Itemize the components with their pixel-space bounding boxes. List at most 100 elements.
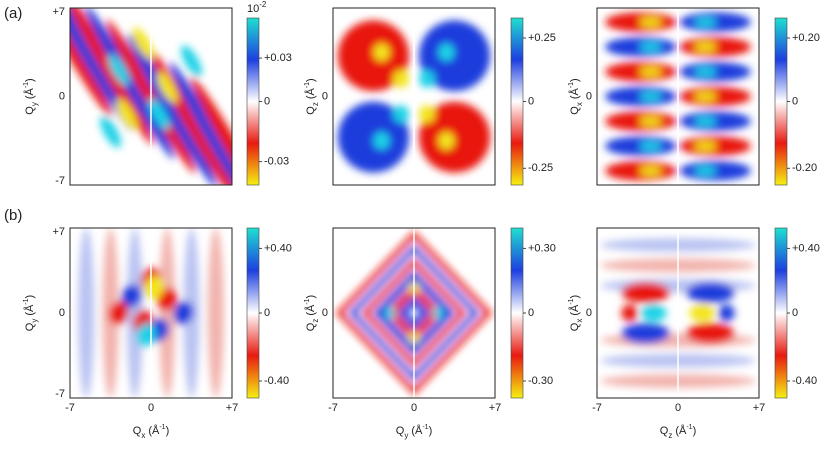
x-tick-label: -7 (592, 402, 602, 414)
colorbar (774, 17, 788, 186)
x-axis-label-part: (Å (411, 424, 423, 437)
panel-frame (69, 227, 233, 399)
x-axis-label-part: -1 (686, 424, 692, 431)
colorbar-tick-label: +0.40 (264, 242, 292, 254)
panel-frame (596, 227, 760, 399)
heatmap-blobs (600, 238, 756, 388)
colorbar-tick-label: -0.25 (528, 162, 553, 174)
x-tick-label: -7 (65, 402, 75, 414)
heatmap-blob (694, 166, 717, 176)
heatmap-blob (621, 304, 638, 322)
y-tick-label: 0 (586, 90, 592, 102)
y-tick-label: 0 (322, 307, 328, 319)
y-axis-label-part: Q (569, 322, 581, 331)
heatmap-blobs (78, 228, 224, 398)
heatmap (70, 228, 232, 398)
y-axis-label-part: (Å (304, 88, 317, 100)
heatmap (333, 8, 495, 185)
y-axis-label-part: ) (305, 78, 317, 82)
x-axis-label-part: ) (429, 425, 433, 437)
y-axis-label-part: y (30, 102, 39, 106)
x-axis-label-part: (Å (675, 424, 687, 437)
heatmap (597, 8, 759, 185)
heatmap-blob (127, 33, 217, 185)
colorbar-tick-label: +0.20 (792, 32, 820, 44)
x-axis-label: Qz (Å-1) (660, 424, 696, 440)
y-axis-label-part: -1 (304, 298, 311, 304)
heatmap-blob (438, 131, 455, 150)
colorbar-exponent: 10-2 (247, 0, 267, 15)
heatmap-blob (418, 101, 491, 173)
x-tick-label: 0 (675, 402, 681, 414)
colorbar (510, 227, 524, 399)
y-axis-label-part: ) (24, 295, 36, 299)
heatmap-blob (639, 92, 662, 101)
heatmap-blob (85, 8, 175, 160)
colorbar-tick-label: +0.25 (528, 32, 556, 44)
heatmap-blob (639, 17, 662, 27)
x-axis-label-part: y (404, 431, 408, 440)
y-axis-label: Qz (Å-1) (304, 78, 320, 114)
y-axis-label: Qy (Å-1) (23, 78, 39, 114)
heatmap-blob (116, 98, 138, 130)
x-axis-label-part: Q (660, 425, 669, 437)
heatmap-blob (694, 92, 717, 101)
y-tick-label: +7 (52, 226, 65, 238)
x-axis-label-part: z (668, 431, 672, 440)
x-axis-label-part: -1 (422, 424, 428, 431)
colorbar-tick-label: 0 (792, 95, 798, 107)
heatmap-blob (207, 228, 224, 398)
y-axis-label: Qy (Å-1) (23, 295, 39, 331)
exponent-power: -2 (259, 0, 267, 9)
x-axis-label-part: Q (396, 425, 405, 437)
x-axis-label-part: Q (133, 425, 142, 437)
heatmap-blob (418, 20, 491, 92)
y-axis-label-part: x (575, 319, 584, 323)
heatmap-blob (621, 282, 670, 303)
panel-label: (b) (4, 207, 22, 224)
colorbar (246, 17, 260, 186)
y-axis-label-part: z (311, 319, 320, 323)
heatmap-blob (70, 8, 133, 131)
colorbar-tick-label: 0 (792, 307, 798, 319)
panel-frame (69, 7, 233, 186)
heatmap-blob (392, 105, 410, 124)
heatmap-blob (100, 116, 121, 148)
y-tick-label: 0 (586, 307, 592, 319)
heatmap-blob (157, 287, 178, 312)
heatmap-blob (156, 71, 178, 104)
colorbar-tick-label: -0.03 (264, 156, 289, 168)
colorbar-tick-label: 0 (264, 307, 270, 319)
x-tick-label: +7 (753, 402, 766, 414)
x-axis-label-part: ) (166, 425, 170, 437)
x-axis-label-part: (Å (148, 424, 160, 437)
x-axis-label-part: -1 (159, 424, 165, 431)
panel-frame (332, 227, 496, 399)
colorbar (246, 227, 260, 399)
heatmap-blob (639, 141, 662, 151)
x-tick-label: 0 (411, 402, 417, 414)
y-axis-label-part: (Å (304, 304, 317, 316)
panel-label: (a) (4, 5, 22, 22)
panel-frame (596, 7, 760, 186)
y-tick-label: +7 (52, 6, 65, 18)
colorbar-tick-label: -0.20 (792, 162, 817, 174)
y-axis-label-part: (Å (568, 304, 581, 316)
heatmap-blobs (605, 12, 751, 181)
panel-frame (332, 7, 496, 186)
y-tick-label: 0 (59, 90, 65, 102)
y-axis-label-part: ) (305, 295, 317, 299)
heatmap (597, 228, 759, 398)
heatmap-blob (694, 141, 717, 151)
heatmap-blob (418, 69, 436, 88)
heatmap (333, 228, 495, 398)
heatmap-blob (433, 308, 444, 318)
x-axis-label-part: ) (693, 425, 697, 437)
heatmap-blob (694, 67, 717, 77)
colorbar-tick-label: -0.40 (792, 375, 817, 387)
x-tick-label: +7 (489, 402, 502, 414)
y-axis-label-part: -1 (23, 82, 30, 88)
y-axis-label: Qx (Å-1) (568, 295, 584, 331)
x-axis-label: Qy (Å-1) (396, 424, 432, 440)
heatmap (70, 8, 232, 185)
